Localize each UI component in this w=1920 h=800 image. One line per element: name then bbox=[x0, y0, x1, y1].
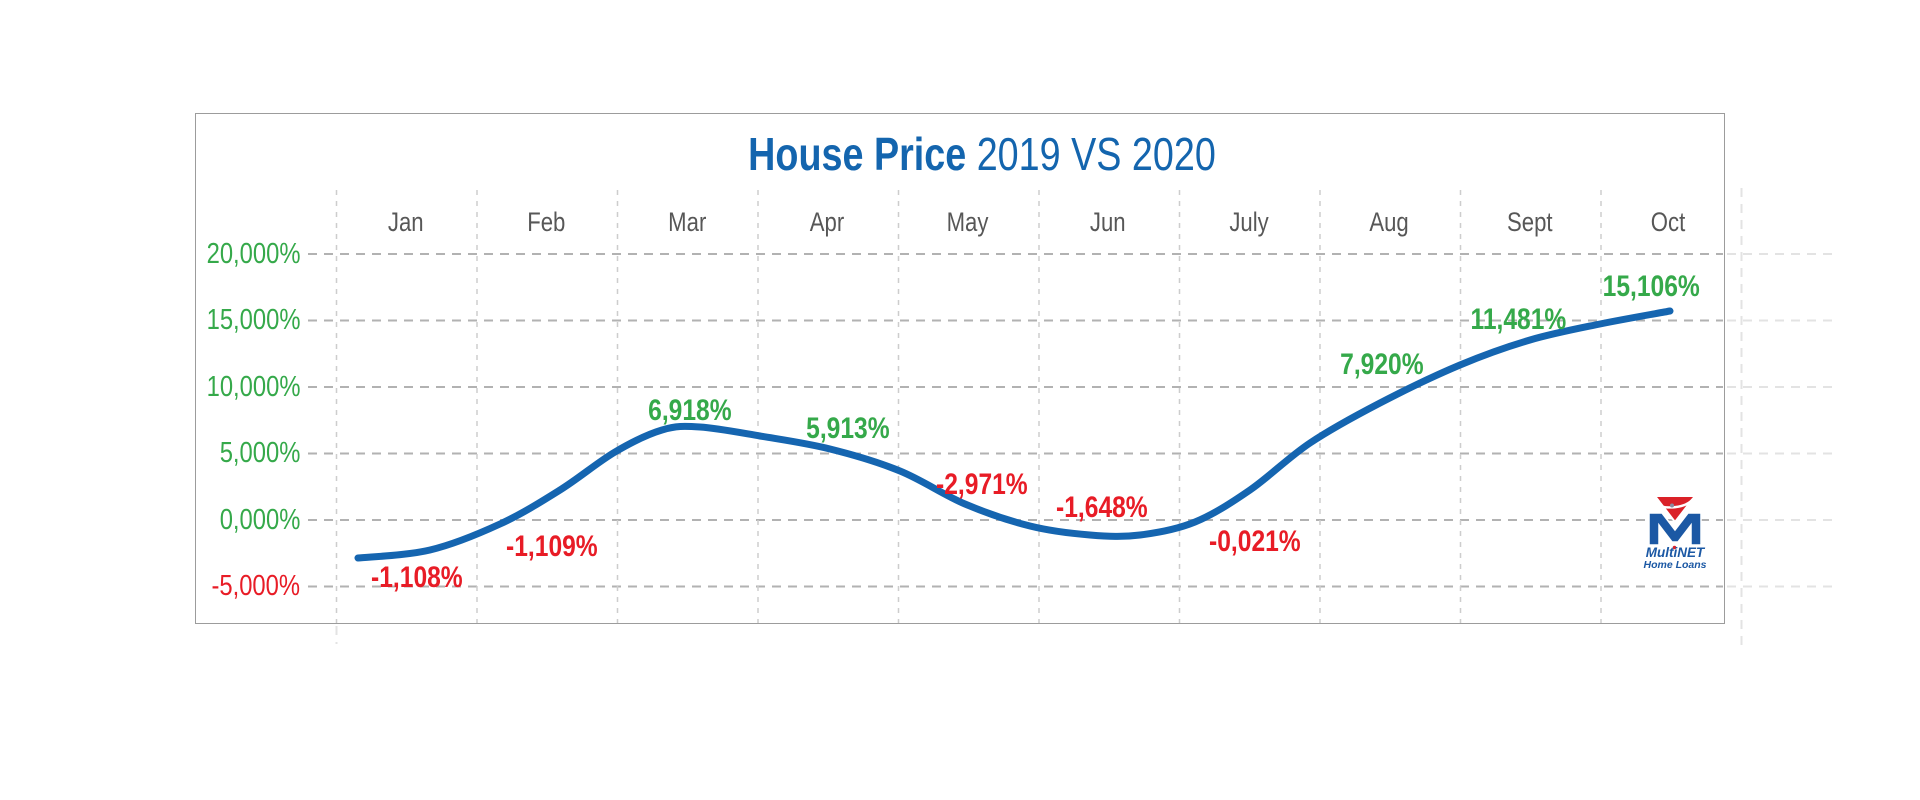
multinet-logo: MultiNET Home Loans bbox=[1643, 495, 1707, 571]
x-label-july: July bbox=[1229, 207, 1269, 237]
y-tick-15000: 15,000% bbox=[206, 304, 300, 336]
data-label-feb: -1,109% bbox=[506, 530, 598, 563]
x-label-oct: Oct bbox=[1650, 207, 1686, 237]
x-label-may: May bbox=[947, 207, 989, 237]
logo-text: MultiNET bbox=[1646, 545, 1706, 560]
logo-triangle-icon bbox=[1652, 495, 1698, 524]
y-tick-0000: 0,000% bbox=[219, 504, 300, 536]
gridline-extensions bbox=[335, 188, 1832, 648]
y-tick-20000: 20,000% bbox=[206, 238, 300, 270]
data-label-jun: -1,648% bbox=[1056, 491, 1148, 524]
logo-i-dot bbox=[1672, 545, 1677, 550]
x-label-sept: Sept bbox=[1507, 207, 1553, 237]
x-label-feb: Feb bbox=[526, 207, 566, 237]
x-label-mar: Mar bbox=[667, 207, 707, 237]
y-tick-5000: 5,000% bbox=[219, 437, 300, 469]
x-label-jan: Jan bbox=[388, 207, 424, 237]
chart-panel bbox=[195, 113, 1725, 624]
y-tick-10000: 10,000% bbox=[206, 371, 300, 403]
data-label-jan: -1,108% bbox=[371, 561, 463, 594]
data-label-sept: 11,481% bbox=[1470, 303, 1566, 336]
data-label-july: -0,021% bbox=[1209, 525, 1301, 558]
chart-title: House Price 2019 VS 2020 bbox=[697, 128, 1267, 180]
x-label-jun: Jun bbox=[1090, 207, 1126, 237]
x-label-apr: Apr bbox=[809, 207, 845, 237]
chart-title-main: House Price bbox=[748, 128, 967, 180]
y-tick-neg5000: -5,000% bbox=[211, 570, 300, 602]
data-label-apr: 5,913% bbox=[806, 412, 890, 445]
data-label-aug: 7,920% bbox=[1340, 348, 1424, 381]
chart-title-sub: 2019 VS 2020 bbox=[966, 128, 1216, 180]
x-label-aug: Aug bbox=[1369, 207, 1409, 237]
logo-swoosh-dot bbox=[1670, 503, 1674, 508]
data-label-oct: 15,106% bbox=[1602, 270, 1700, 303]
data-label-may: -2,971% bbox=[936, 468, 1028, 501]
price-curve bbox=[354, 307, 1674, 562]
logo-swoosh-icon bbox=[1655, 498, 1694, 509]
logo-subtext: Home Loans bbox=[1643, 559, 1706, 571]
logo-m-shape bbox=[1648, 512, 1702, 546]
data-label-mar: 6,918% bbox=[648, 394, 732, 427]
